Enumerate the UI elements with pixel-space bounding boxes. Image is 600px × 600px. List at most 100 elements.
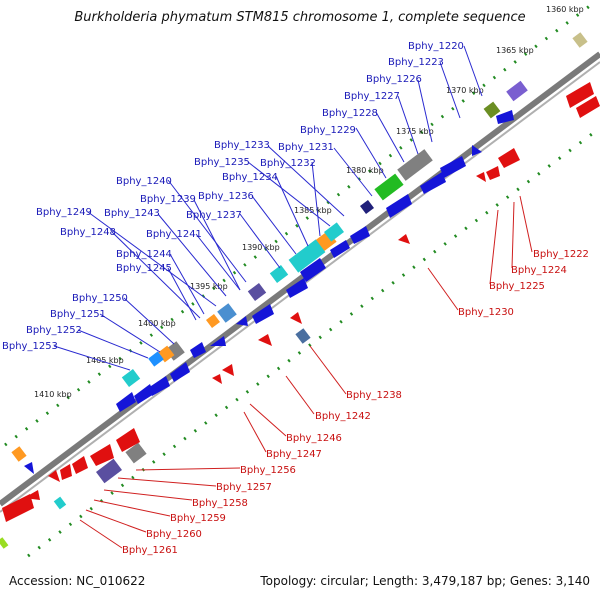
backbone-outer (0, 51, 600, 507)
reverse-gene-label: Bphy_1230 (458, 307, 514, 318)
reverse-gene-label: Bphy_1247 (266, 449, 322, 460)
gene-block (205, 313, 221, 329)
gene-arrow (496, 110, 514, 124)
gene-block (11, 446, 27, 462)
kbp-tick-label: 1360 kbp (546, 5, 584, 14)
gene-arrow (170, 362, 190, 382)
kbp-tick-label: 1400 kbp (138, 319, 176, 328)
gene-arrow (90, 444, 114, 466)
reverse-gene-label: Bphy_1238 (346, 390, 402, 401)
gene-labels: Bphy_1220 Bphy_1223 Bphy_1226 Bphy_1227 Bphy… (2, 41, 589, 556)
gene-arrow (290, 312, 302, 324)
gene-block (295, 328, 311, 344)
gene-arrow (134, 384, 154, 404)
reverse-leader-lines (79, 195, 533, 549)
forward-gene-label: Bphy_1240 (116, 176, 172, 187)
gene-arrow (476, 172, 486, 182)
gene-block (359, 199, 375, 215)
kbp-tick-label: 1380 kbp (346, 166, 384, 175)
forward-gene-label: Bphy_1248 (60, 227, 116, 238)
forward-gene-label: Bphy_1239 (140, 194, 196, 205)
forward-gene-label: Bphy_1228 (322, 108, 378, 119)
forward-gene-label: Bphy_1223 (388, 57, 444, 68)
reverse-gene-label: Bphy_1222 (533, 249, 589, 260)
gene-arrow (576, 96, 600, 118)
gene-block (572, 32, 588, 48)
kbp-tick-label: 1365 kbp (496, 46, 534, 55)
outer-tick-ring (4, 0, 596, 447)
kbp-tick-label: 1405 kbp (86, 356, 124, 365)
reverse-gene-label: Bphy_1261 (122, 545, 178, 556)
forward-gene-label: Bphy_1253 (2, 341, 58, 352)
gene-arrow (286, 278, 308, 298)
kbp-tick-label: 1390 kbp (242, 243, 280, 252)
reverse-gene-label: Bphy_1246 (286, 433, 342, 444)
gene-arrow (566, 82, 594, 108)
forward-gene-label: Bphy_1234 (222, 172, 278, 183)
gene-arrow (440, 156, 466, 178)
accession-text: Accession: NC_010622 (9, 574, 146, 588)
gene-arrow (472, 145, 482, 156)
forward-gene-label: Bphy_1252 (26, 325, 82, 336)
reverse-genes (0, 82, 600, 549)
reverse-gene-label: Bphy_1257 (216, 482, 272, 493)
inner-tick-ring (27, 126, 600, 558)
gene-block (148, 351, 164, 367)
gene-block (506, 80, 528, 102)
gene-arrow (212, 374, 222, 384)
forward-gene-label: Bphy_1237 (186, 210, 242, 221)
gene-arrow (350, 226, 370, 244)
gene-arrow (48, 470, 60, 482)
gene-arrow (60, 464, 72, 480)
gene-block (269, 264, 289, 284)
gene-arrow (258, 334, 272, 346)
gene-arrow (222, 364, 234, 376)
gene-arrow (236, 316, 248, 326)
gene-arrow (116, 428, 140, 452)
gene-block (324, 222, 344, 242)
gene-block (374, 173, 404, 201)
map-title: Burkholderia phymatum STM815 chromosome … (74, 10, 526, 25)
gene-arrow (300, 258, 326, 282)
forward-gene-label: Bphy_1249 (36, 207, 92, 218)
gene-arrow (2, 494, 34, 522)
gene-arrow (486, 166, 500, 180)
forward-gene-label: Bphy_1226 (366, 74, 422, 85)
forward-gene-label: Bphy_1220 (408, 41, 464, 52)
reverse-gene-label: Bphy_1259 (170, 513, 226, 524)
forward-gene-label: Bphy_1251 (50, 309, 106, 320)
forward-gene-label: Bphy_1235 (194, 157, 250, 168)
kbp-tick-label: 1410 kbp (34, 390, 72, 399)
gene-block (247, 282, 267, 302)
gene-arrow (116, 392, 136, 412)
gene-block (288, 239, 326, 273)
reverse-gene-label: Bphy_1256 (240, 465, 296, 476)
kbp-tick-label: 1395 kbp (190, 282, 228, 291)
forward-gene-label: Bphy_1227 (344, 91, 400, 102)
kbp-tick-label: 1385 kbp (294, 206, 332, 215)
gene-arrow (72, 456, 88, 474)
gene-arrow (252, 304, 274, 324)
gene-arrow (330, 240, 350, 258)
gene-block (0, 537, 9, 549)
gene-block (121, 368, 141, 388)
gene-arrow (148, 376, 170, 396)
forward-gene-label: Bphy_1231 (278, 142, 334, 153)
gene-block (53, 496, 67, 510)
reverse-gene-label: Bphy_1242 (315, 411, 371, 422)
gene-arrow (420, 172, 446, 194)
forward-gene-label: Bphy_1244 (116, 249, 172, 260)
gene-block (397, 149, 433, 181)
gene-block (125, 442, 147, 464)
forward-gene-label: Bphy_1236 (198, 191, 254, 202)
forward-gene-label: Bphy_1233 (214, 140, 270, 151)
kbp-tick-labels: 1360 kbp 1365 kbp 1370 kbp 1375 kbp 1380 kbp… (34, 5, 584, 399)
forward-gene-label: Bphy_1243 (104, 208, 160, 219)
forward-leader-lines (53, 45, 483, 371)
kbp-tick-label: 1375 kbp (396, 127, 434, 136)
reverse-gene-label: Bphy_1225 (489, 281, 545, 292)
forward-genes (11, 32, 588, 474)
gene-arrow (24, 490, 40, 500)
